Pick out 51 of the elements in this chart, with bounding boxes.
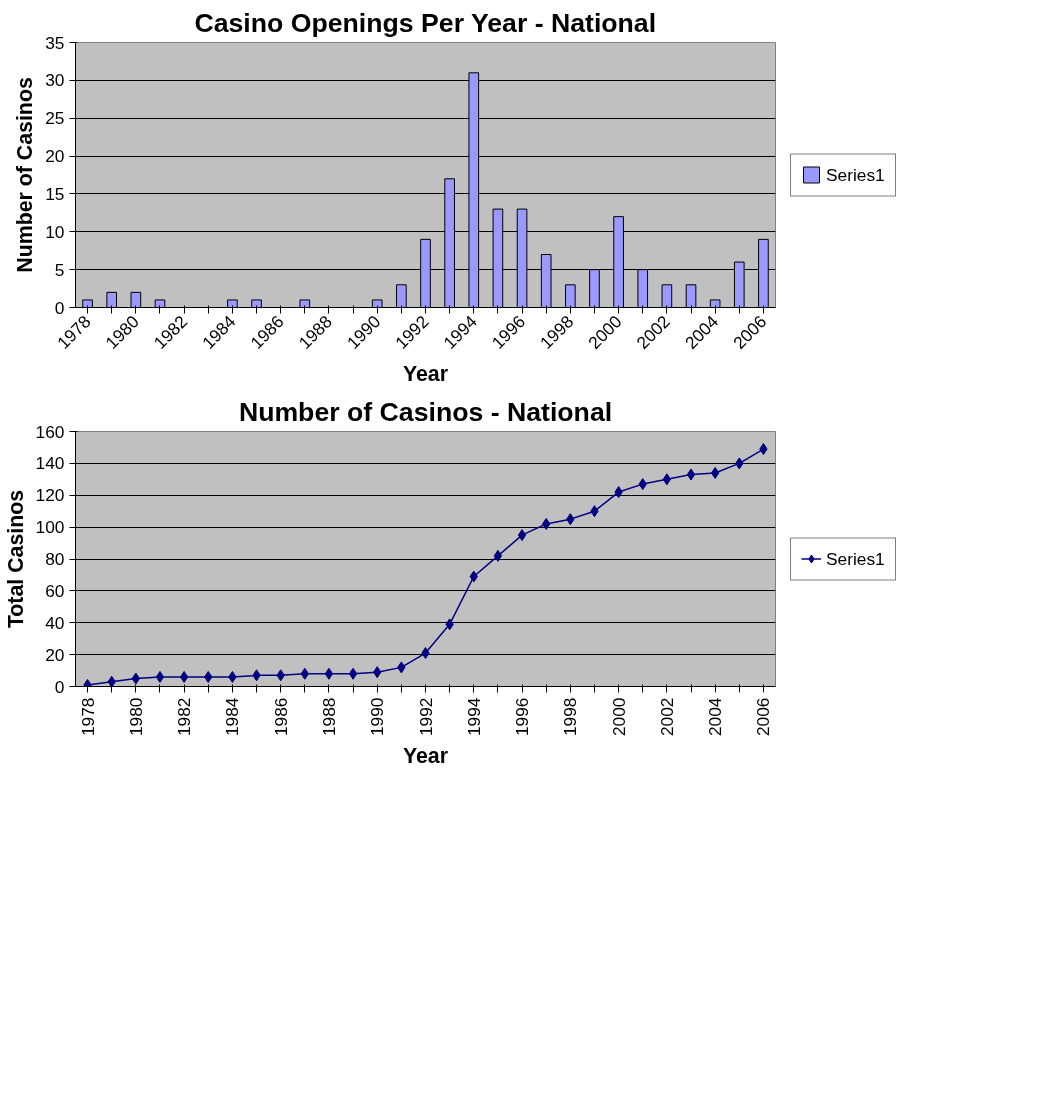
y-tick-label: 35	[45, 32, 65, 53]
point	[710, 466, 720, 479]
x-tick-label: 1994	[463, 697, 484, 737]
y-tick-label: 60	[45, 580, 65, 601]
y-tick-label: 100	[35, 517, 65, 538]
point	[348, 667, 358, 680]
x-tick-label: 1998	[560, 697, 581, 737]
point	[686, 468, 696, 481]
x-tick-label: 2004	[705, 697, 726, 737]
x-tick-label: 1986	[270, 697, 291, 737]
y-tick-label: 15	[45, 183, 65, 204]
y-tick-label: 20	[45, 146, 65, 167]
point	[324, 667, 334, 680]
point	[179, 670, 189, 683]
point	[131, 672, 141, 685]
y-tick-label: 140	[35, 453, 65, 474]
x-tick-label: 1978	[77, 697, 98, 737]
x-tick-label: 1988	[318, 697, 339, 737]
point	[493, 549, 503, 562]
y-axis-title: Total Casinos	[3, 489, 28, 629]
y-tick-label: 40	[45, 612, 65, 633]
y-tick-label: 30	[45, 70, 65, 91]
x-axis-title: Year	[402, 744, 449, 769]
legend-label: Series1	[826, 164, 885, 185]
x-tick-label: 1992	[415, 697, 436, 737]
y-tick-label: 20	[45, 644, 65, 665]
point	[517, 529, 527, 542]
y-tick-label: 0	[54, 297, 65, 318]
y-tick-label: 80	[45, 549, 65, 569]
x-tick-label: 2002	[656, 697, 677, 737]
chart-title: Number of Casinos - National	[238, 396, 613, 427]
legend-label: Series1	[826, 548, 885, 569]
y-tick-label: 25	[45, 108, 65, 129]
y-tick-label: 120	[35, 485, 65, 506]
point	[155, 670, 165, 683]
point	[107, 675, 116, 687]
x-tick-label: 1996	[512, 697, 533, 737]
y-tick-label: 0	[54, 676, 65, 697]
y-tick-label: 10	[45, 221, 65, 242]
x-tick-label: 2006	[753, 697, 774, 737]
x-tick-label: 1982	[174, 697, 195, 737]
x-tick-label: 2000	[608, 697, 629, 737]
x-tick-label: 1984	[222, 697, 243, 737]
x-tick-label: 1990	[367, 697, 388, 737]
y-tick-label: 5	[54, 259, 65, 280]
x-tick-label: 1980	[125, 697, 146, 737]
point	[662, 473, 672, 486]
y-axis-title: Number of Casinos	[13, 77, 38, 273]
chart-title: Casino Openings Per Year - National	[194, 7, 657, 38]
x-axis-title: Year	[402, 362, 449, 387]
y-tick-label: 160	[35, 421, 65, 442]
